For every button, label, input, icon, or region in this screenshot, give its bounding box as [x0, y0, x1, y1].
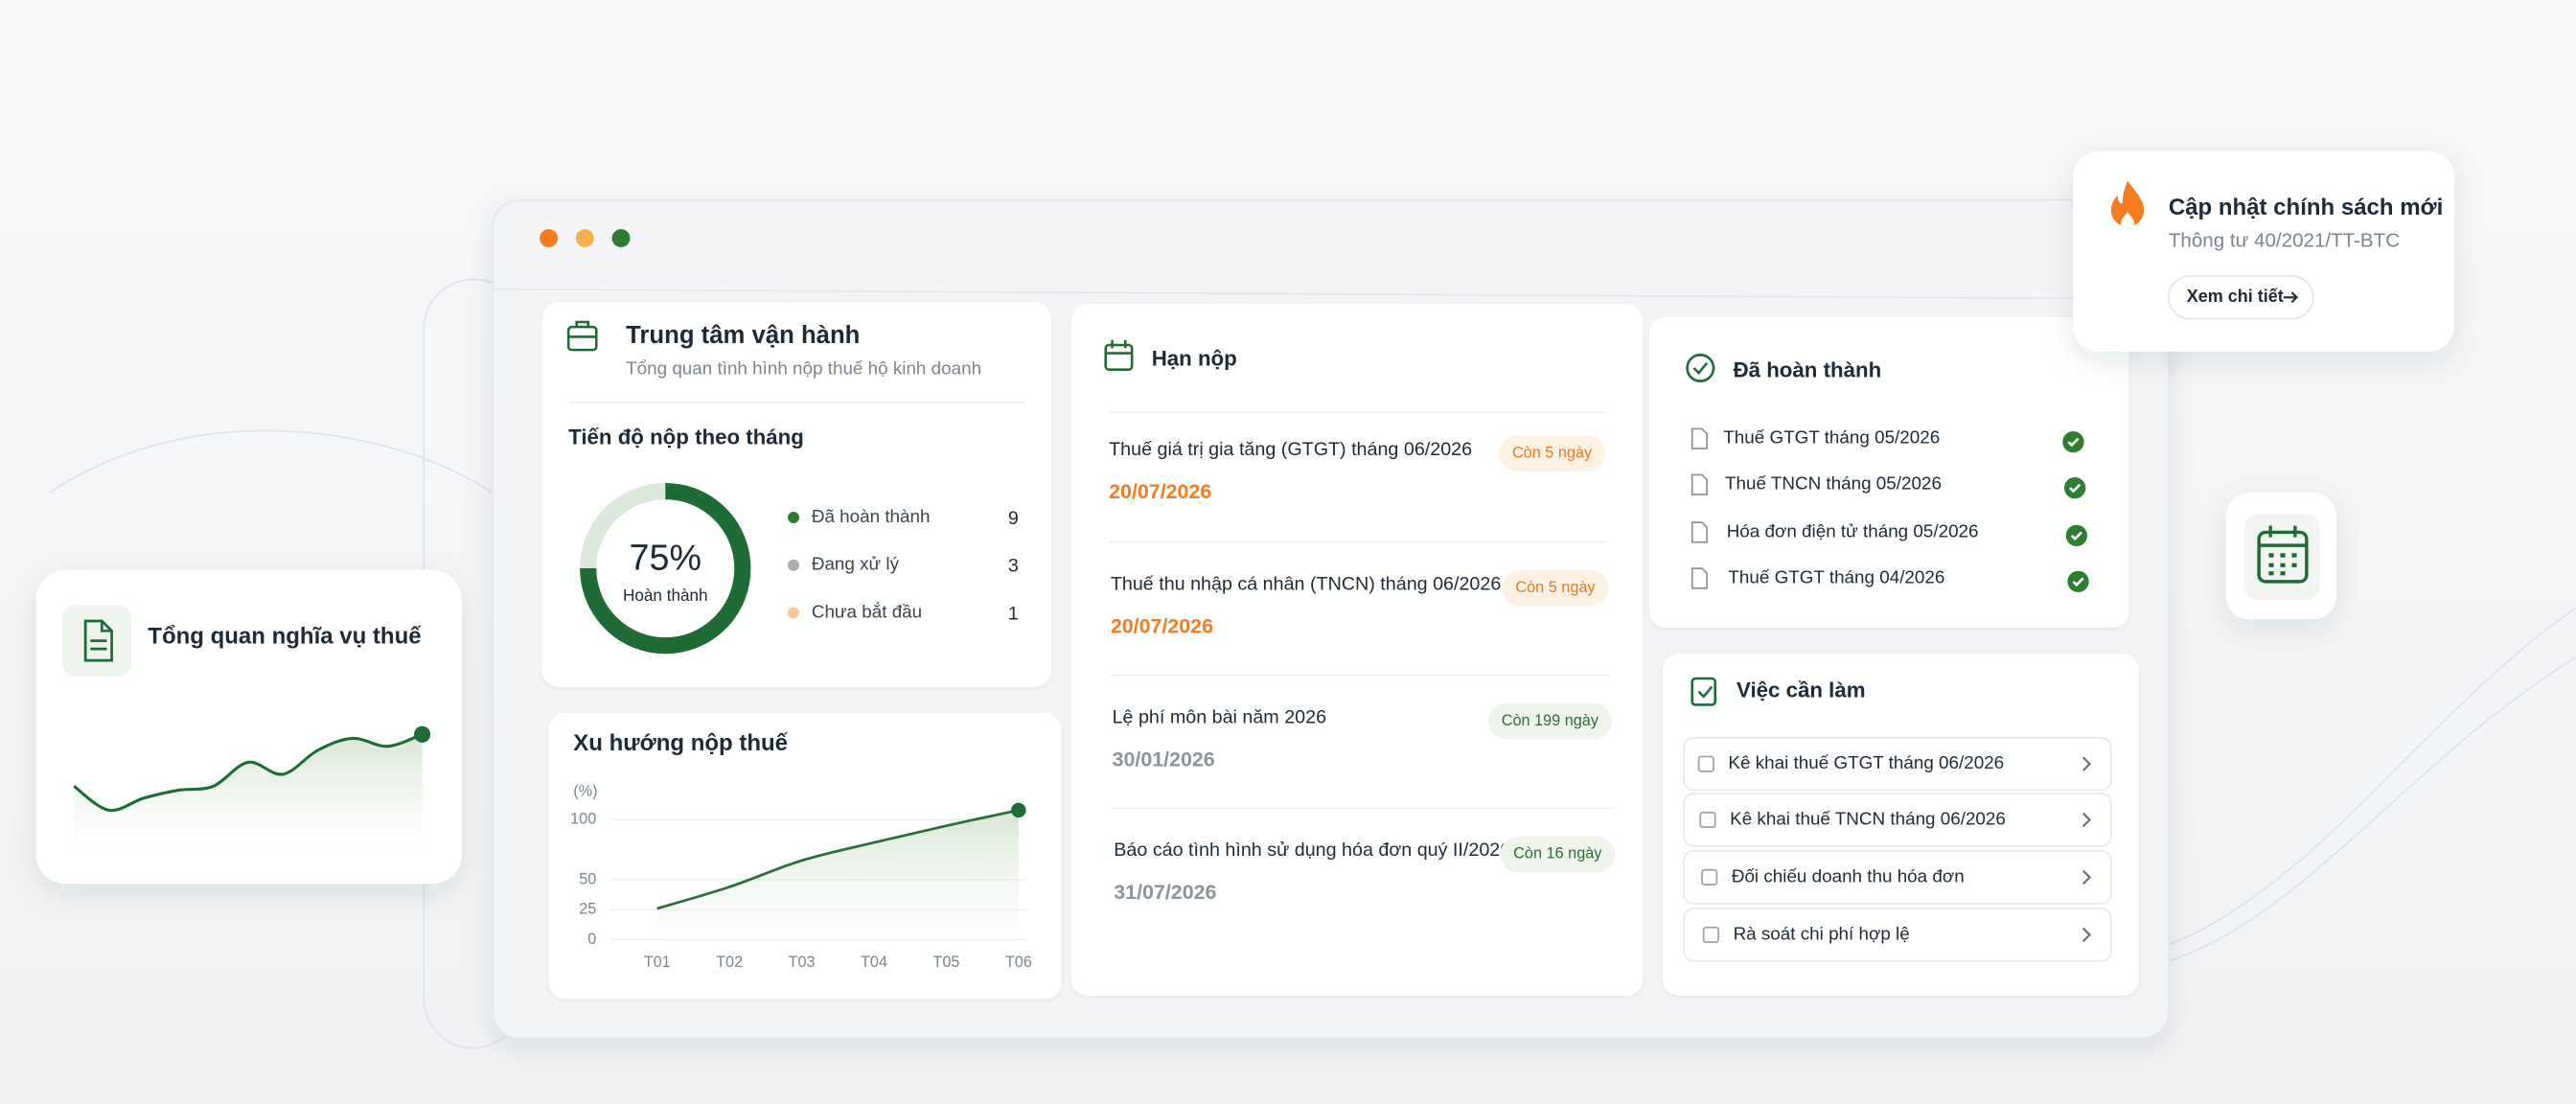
y-tick-label: 50 [579, 870, 596, 887]
todo-item: Rà soát chi phí hợp lệ [1734, 923, 1910, 943]
todo-row[interactable] [1683, 736, 2112, 792]
card-subtitle: Tổng quan tình hình nộp thuế hộ kinh doa… [626, 358, 981, 379]
deadline-badge: Còn 199 ngày [1502, 712, 1599, 729]
y-tick-label: 25 [579, 901, 596, 918]
checkbox[interactable] [1699, 811, 1716, 828]
x-tick-label: T02 [716, 954, 743, 971]
check-mark [2070, 531, 2082, 541]
legend-count: 1 [1008, 603, 1019, 624]
y-axis-label: (%) [573, 783, 597, 800]
sparkline [73, 732, 424, 813]
chevron [2082, 812, 2092, 828]
x-tick-label: T06 [1005, 954, 1032, 971]
deadline-title: Lệ phí môn bài năm 2026 [1113, 706, 1327, 727]
deadline-title: Thuế giá trị gia tăng (GTGT) tháng 06/20… [1109, 439, 1472, 460]
trend-area [656, 810, 1019, 940]
card-title: Đã hoàn thành [1734, 357, 1882, 381]
checkbox[interactable] [1697, 755, 1714, 772]
deadline-badge: Còn 16 ngày [1513, 845, 1602, 862]
button-label: Xem chi tiết [2187, 287, 2284, 306]
calendar-icon [2257, 525, 2309, 584]
todo-item: Kê khai thuế TNCN tháng 06/2026 [1730, 808, 2006, 828]
todo-row[interactable] [1683, 850, 2112, 905]
legend-label: Đang xử lý [812, 554, 900, 574]
completed-item: Thuế GTGT tháng 04/2026 [1728, 566, 1944, 586]
arrow-icon [2283, 291, 2299, 304]
badge-bg [1500, 836, 1616, 873]
check-mark [2069, 483, 2082, 494]
card-title: Việc cần làm [1736, 678, 1866, 702]
completed-item: Thuế GTGT tháng 05/2026 [1723, 427, 1940, 448]
chevron [2082, 927, 2092, 943]
card-icons [566, 320, 1716, 706]
doc-icon [1690, 567, 1708, 589]
window-dot[interactable] [575, 229, 594, 247]
sparkline-end [414, 725, 431, 743]
deadline-date: 30/01/2026 [1113, 748, 1215, 770]
flame-inner [2121, 212, 2134, 230]
check-mark [2067, 437, 2080, 448]
section-title: Tiến độ nộp theo tháng [568, 426, 804, 449]
detail-button[interactable] [2168, 275, 2314, 320]
card-title: Tổng quan nghĩa vụ thuế [148, 623, 422, 649]
chevron [2082, 869, 2092, 886]
deadline-title: Thuế thu nhập cá nhân (TNCN) tháng 06/20… [1111, 573, 1502, 594]
legend-count: 9 [1008, 508, 1019, 529]
todo-row[interactable] [1683, 793, 2112, 847]
trend-line [656, 809, 1020, 910]
flame-icon [2110, 180, 2145, 227]
sparkline-area [74, 734, 423, 846]
doc-icon [1690, 427, 1708, 449]
donut-caption: Hoàn thành [623, 586, 708, 605]
checkbox[interactable] [1702, 926, 1719, 943]
todo-item: Đối chiếu doanh thu hóa đơn [1732, 865, 1965, 886]
window-dot[interactable] [611, 229, 631, 247]
deadline-date: 31/07/2026 [1114, 881, 1216, 904]
y-tick-label: 100 [570, 811, 596, 828]
x-tick-label: T03 [789, 954, 816, 971]
window-dot[interactable] [540, 229, 558, 247]
x-tick-label: T04 [861, 954, 887, 971]
todo-item: Kê khai thuế GTGT tháng 06/2026 [1728, 752, 2004, 772]
card-title: Cập nhật chính sách mới [2169, 195, 2443, 220]
badge-bg [1502, 569, 1609, 607]
donut-value: 75% [630, 538, 702, 578]
doc-icon [1690, 473, 1708, 495]
legend-count: 3 [1008, 556, 1019, 577]
completed-item: Thuế TNCN tháng 05/2026 [1725, 473, 1942, 494]
badge-bg [1499, 435, 1605, 472]
donut-arc [580, 483, 751, 655]
deadline-badge: Còn 5 ngày [1515, 579, 1596, 596]
legend-dot [788, 559, 799, 571]
legend-label: Chưa bắt đầu [812, 601, 922, 621]
y-tick-label: 0 [587, 931, 596, 948]
legend-label: Đã hoàn thành [812, 506, 931, 526]
deadline-date: 20/07/2026 [1111, 615, 1213, 638]
doc-icon [83, 619, 113, 662]
completed-item: Hóa đơn điện tử tháng 05/2026 [1727, 520, 1979, 540]
x-tick-label: T01 [644, 954, 671, 971]
todo-row[interactable] [1683, 908, 2112, 962]
legend-dot [788, 512, 799, 523]
badge-bg [1487, 702, 1612, 740]
card-subtitle: Thông tư 40/2021/TT-BTC [2169, 229, 2400, 251]
checkbox[interactable] [1701, 868, 1718, 886]
doc-icon [1690, 521, 1708, 543]
x-tick-label: T05 [932, 954, 959, 971]
card-title: Hạn nộp [1152, 346, 1237, 370]
deadline-date: 20/07/2026 [1109, 480, 1211, 503]
trend-end [1011, 802, 1026, 818]
chevron [2082, 756, 2092, 771]
legend-dot [788, 607, 799, 619]
window-divider [493, 288, 2169, 300]
deadline-title: Báo cáo tình hình sử dụng hóa đơn quý II… [1114, 840, 1510, 861]
check-mark [2072, 577, 2084, 587]
chart-title: Xu hướng nộp thuế [573, 730, 788, 756]
deadline-badge: Còn 5 ngày [1512, 444, 1593, 461]
card-title: Trung tâm vận hành [626, 322, 860, 349]
